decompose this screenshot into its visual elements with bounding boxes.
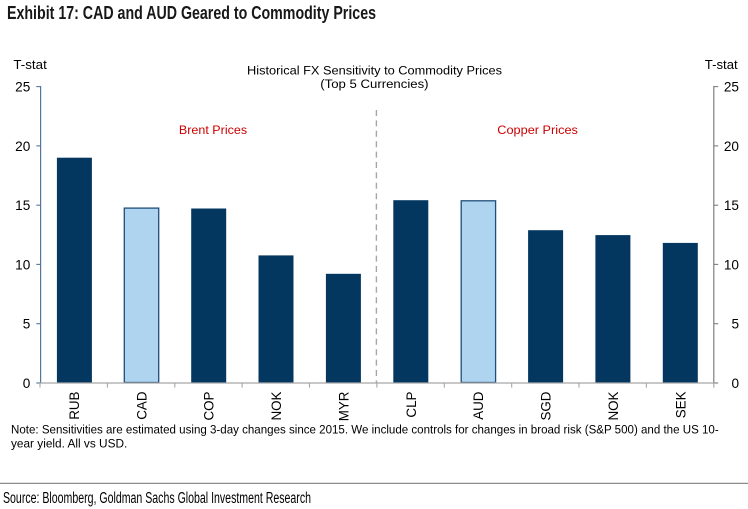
svg-text:year yield. All vs USD.: year yield. All vs USD. (11, 436, 127, 450)
svg-text:0: 0 (23, 376, 31, 391)
svg-text:15: 15 (724, 198, 739, 213)
svg-text:Brent Prices: Brent Prices (179, 123, 247, 137)
svg-text:(Top 5 Currencies): (Top 5 Currencies) (320, 77, 428, 91)
svg-text:AUD: AUD (471, 391, 486, 420)
svg-text:NOK: NOK (606, 391, 621, 420)
svg-text:T-stat: T-stat (705, 58, 738, 72)
svg-text:COP: COP (202, 391, 217, 420)
svg-text:CLP: CLP (404, 391, 419, 417)
svg-text:Exhibit 17: CAD and AUD Geared: Exhibit 17: CAD and AUD Geared to Commod… (7, 3, 376, 23)
svg-text:5: 5 (731, 317, 739, 332)
svg-text:25: 25 (15, 80, 30, 95)
svg-text:RUB: RUB (67, 391, 82, 419)
svg-text:Historical FX Sensitivity to C: Historical FX Sensitivity to Commodity P… (247, 63, 502, 77)
svg-text:Source: Bloomberg, Goldman Sac: Source: Bloomberg, Goldman Sachs Global … (3, 490, 311, 507)
svg-text:25: 25 (724, 80, 739, 95)
svg-text:5: 5 (23, 317, 31, 332)
svg-text:NOK: NOK (269, 391, 284, 420)
svg-text:SGD: SGD (539, 391, 554, 420)
svg-text:MYR: MYR (336, 391, 351, 421)
svg-text:SEK: SEK (673, 391, 688, 418)
svg-text:Note: Sensitivities are estima: Note: Sensitivities are estimated using … (11, 423, 719, 437)
svg-text:15: 15 (15, 198, 30, 213)
svg-text:Copper Prices: Copper Prices (497, 123, 578, 137)
svg-text:20: 20 (15, 139, 31, 154)
svg-text:T-stat: T-stat (13, 58, 47, 72)
svg-text:10: 10 (15, 257, 31, 272)
svg-text:10: 10 (724, 257, 740, 272)
svg-text:0: 0 (731, 376, 739, 391)
svg-text:20: 20 (724, 139, 740, 154)
svg-text:CAD: CAD (134, 391, 149, 420)
